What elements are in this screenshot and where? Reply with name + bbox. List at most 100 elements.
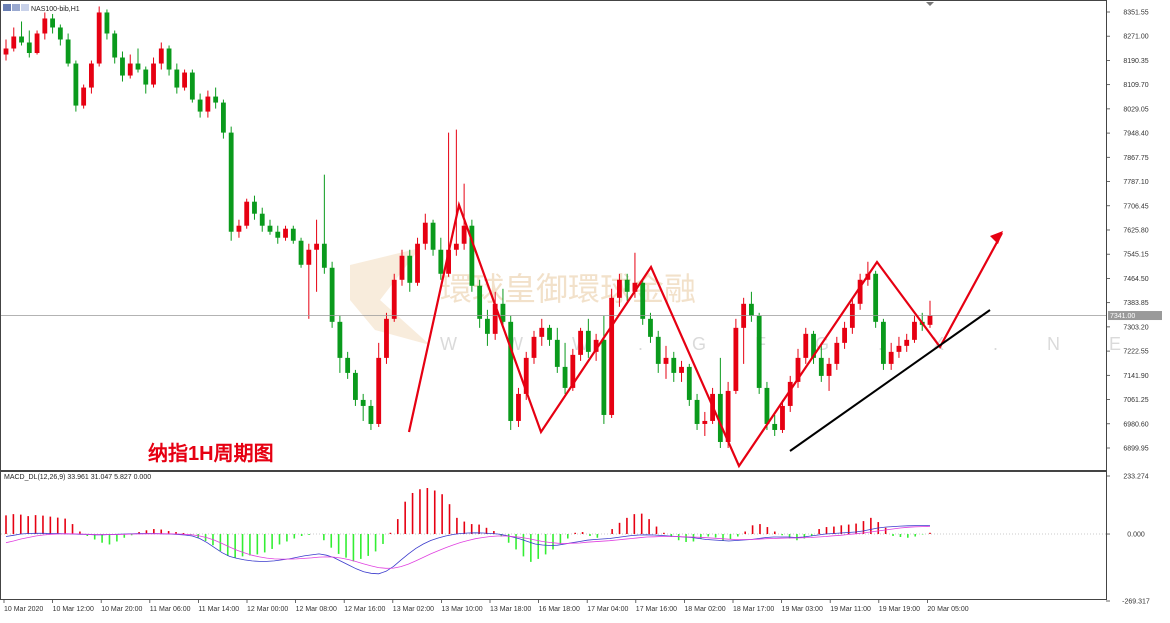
candle-body <box>236 225 242 232</box>
price-tick-label: 8190.35 <box>1123 58 1148 65</box>
candle <box>857 273 863 310</box>
candle-body <box>415 243 420 283</box>
candle-body <box>376 357 382 424</box>
time-tick-label: 12 Mar 16:00 <box>344 606 385 613</box>
candle-body <box>391 279 397 319</box>
candle-body <box>96 12 102 64</box>
candle <box>469 219 475 292</box>
candle <box>702 411 708 436</box>
candle-body <box>912 321 917 340</box>
time-tick-label: 13 Mar 02:00 <box>393 606 434 613</box>
macd-tick-label: -269.317 <box>1122 599 1150 606</box>
candle-body <box>34 33 40 54</box>
candle-body <box>353 372 358 400</box>
candle <box>601 315 607 424</box>
candle <box>686 363 692 406</box>
candle <box>842 321 847 349</box>
candle <box>500 288 506 328</box>
candle <box>422 213 428 250</box>
time-tick-label: 18 Mar 02:00 <box>684 606 725 613</box>
candle <box>609 288 615 418</box>
candle-body <box>624 279 630 292</box>
candle <box>640 279 646 325</box>
candle <box>679 360 684 382</box>
candle-body <box>547 327 552 340</box>
candle <box>275 225 281 244</box>
time-tick-label: 18 Mar 17:00 <box>733 606 774 613</box>
candle <box>904 333 910 352</box>
candle-body <box>469 225 475 286</box>
candle-body <box>57 27 63 40</box>
candle <box>663 345 669 379</box>
candle <box>259 207 265 232</box>
candle <box>244 198 250 229</box>
candle <box>391 273 397 322</box>
candle <box>360 393 366 421</box>
candle-body <box>205 96 211 112</box>
candle-body <box>399 255 405 280</box>
zigzag-pattern-line <box>407 201 1003 469</box>
candle-body <box>888 351 894 364</box>
candle <box>65 33 71 67</box>
candle-body <box>89 63 94 88</box>
candle <box>120 51 125 82</box>
time-tick-label: 10 Mar 12:00 <box>53 606 94 613</box>
candle <box>50 13 55 34</box>
candle <box>873 270 879 328</box>
candle-body <box>803 333 809 358</box>
candle <box>585 318 591 358</box>
candle-body <box>329 267 335 322</box>
time-tick-label: 20 Mar 05:00 <box>927 606 968 613</box>
candle-body <box>65 39 71 64</box>
candle <box>772 414 778 436</box>
candle-body <box>453 243 459 250</box>
candle <box>345 351 351 379</box>
candle <box>96 6 102 67</box>
candle-body <box>143 69 149 85</box>
candle <box>158 42 164 70</box>
candle <box>81 84 87 109</box>
candle <box>554 327 560 373</box>
price-tick-label: 7545.15 <box>1123 252 1148 259</box>
macd-axis: 233.274 0.000 -269.317 <box>1106 474 1150 606</box>
candle-body <box>578 330 583 355</box>
candle-body <box>166 48 172 70</box>
time-tick-label: 10 Mar 2020 <box>4 606 43 613</box>
candle-body <box>298 240 304 265</box>
candle-body <box>842 327 847 343</box>
candle-body <box>764 387 770 424</box>
candle-body <box>904 339 910 346</box>
price-tick-label: 7141.90 <box>1123 373 1148 380</box>
main-panel-frame <box>0 0 1107 471</box>
candle <box>453 129 459 256</box>
time-tick-label: 10 Mar 20:00 <box>101 606 142 613</box>
candle <box>508 315 514 430</box>
candle-body <box>81 87 87 106</box>
watermark-text: 環球皇御環球金融 <box>440 271 696 307</box>
candle-body <box>523 357 529 394</box>
candle-body <box>648 318 653 337</box>
candle-body <box>461 225 467 244</box>
symbol-label: NAS100-bib,H1 <box>31 6 80 13</box>
candle-body <box>197 99 203 112</box>
candle-body <box>422 222 428 244</box>
candle <box>756 312 762 394</box>
candle-body <box>3 48 9 55</box>
candle-body <box>554 339 560 367</box>
chart-annotation: 纳指1H周期图 <box>148 441 274 465</box>
candle <box>205 90 211 118</box>
time-tick-label: 19 Mar 19:00 <box>879 606 920 613</box>
candle-body <box>508 321 514 421</box>
candle-body <box>384 318 389 358</box>
price-tick-label: 7867.75 <box>1123 155 1148 162</box>
candle <box>112 30 118 64</box>
candle-body <box>26 42 32 54</box>
candle <box>912 315 917 343</box>
candle-body <box>104 12 110 34</box>
candle <box>73 60 79 112</box>
candle-body <box>127 63 133 76</box>
shift-marker-icon[interactable] <box>926 2 934 6</box>
macd-panel-frame <box>0 471 1107 600</box>
candle <box>135 48 141 73</box>
signal-line <box>5 525 931 569</box>
